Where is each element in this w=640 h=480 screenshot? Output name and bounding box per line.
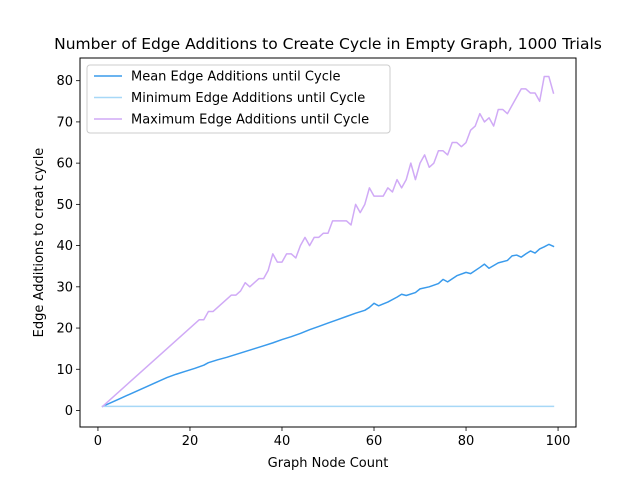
legend-label-2: Minimum Edge Additions until Cycle <box>131 91 365 106</box>
y-tick-label: 40 <box>56 239 73 254</box>
x-axis-title: Graph Node Count <box>268 456 389 471</box>
y-tick-label: 0 <box>65 404 73 419</box>
x-tick-label: 40 <box>274 434 291 449</box>
x-tick-label: 80 <box>458 434 475 449</box>
plot-frame <box>79 57 577 428</box>
x-tick-label: 100 <box>546 434 571 449</box>
x-tick-label: 0 <box>94 434 102 449</box>
x-tick-label: 20 <box>182 434 199 449</box>
series-line-3 <box>101 75 555 408</box>
y-tick-label: 70 <box>56 115 73 130</box>
x-axis: 0 20 40 60 80 100 <box>94 427 571 449</box>
legend: Mean Edge Additions until Cycle Minimum E… <box>86 64 391 134</box>
x-tick-label: 60 <box>366 434 383 449</box>
legend-entries: Mean Edge Additions until Cycle Minimum E… <box>94 70 369 128</box>
y-tick-label: 60 <box>56 157 73 172</box>
y-tick-label: 30 <box>56 280 73 295</box>
y-tick-label: 20 <box>56 322 73 337</box>
y-axis-title: Edge Additions to creat cycle <box>32 148 47 338</box>
y-tick-label: 50 <box>56 198 73 213</box>
plot-lines <box>101 75 555 408</box>
y-tick-label: 10 <box>56 363 73 378</box>
y-axis: 0 10 20 30 40 50 60 70 80 <box>56 74 80 419</box>
legend-label-1: Mean Edge Additions until Cycle <box>131 70 340 85</box>
chart-title: Number of Edge Additions to Create Cycle… <box>54 35 602 53</box>
series-line-1 <box>101 243 555 408</box>
legend-label-3: Maximum Edge Additions until Cycle <box>131 113 369 128</box>
legend-frame <box>86 64 391 134</box>
y-tick-label: 80 <box>56 74 73 89</box>
